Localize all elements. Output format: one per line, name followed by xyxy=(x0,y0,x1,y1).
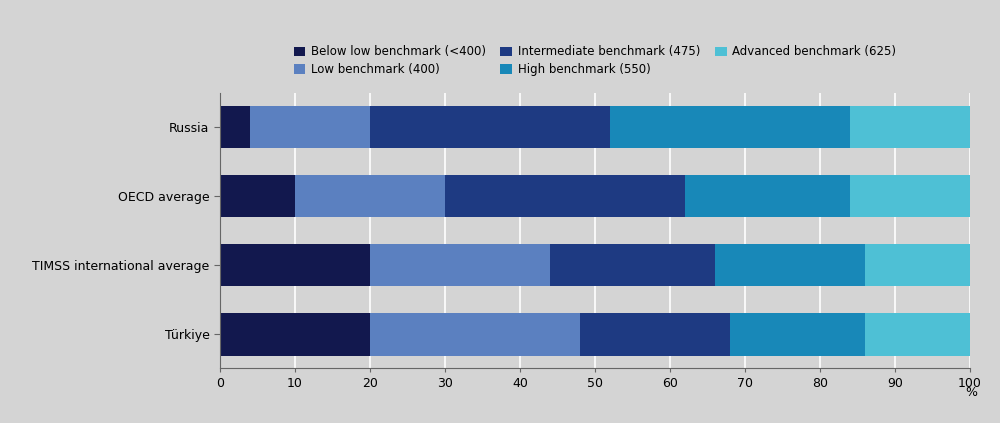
Bar xyxy=(445,175,685,217)
Bar xyxy=(220,106,250,148)
Bar xyxy=(295,175,445,217)
Bar xyxy=(370,106,610,148)
Bar xyxy=(865,313,970,355)
Bar xyxy=(250,106,370,148)
Bar xyxy=(715,244,865,286)
Bar xyxy=(220,244,370,286)
X-axis label: %: % xyxy=(966,386,978,399)
Bar xyxy=(580,313,730,355)
Bar xyxy=(370,244,550,286)
Bar xyxy=(730,313,865,355)
Bar xyxy=(220,175,295,217)
Bar xyxy=(850,175,970,217)
Bar xyxy=(685,175,850,217)
Bar xyxy=(370,313,580,355)
Bar xyxy=(850,106,970,148)
Bar xyxy=(550,244,715,286)
Bar xyxy=(220,313,370,355)
Bar xyxy=(865,244,970,286)
Legend: Below low benchmark (<400), Low benchmark (400), Intermediate benchmark (475), H: Below low benchmark (<400), Low benchmar… xyxy=(294,45,896,76)
Bar xyxy=(610,106,850,148)
